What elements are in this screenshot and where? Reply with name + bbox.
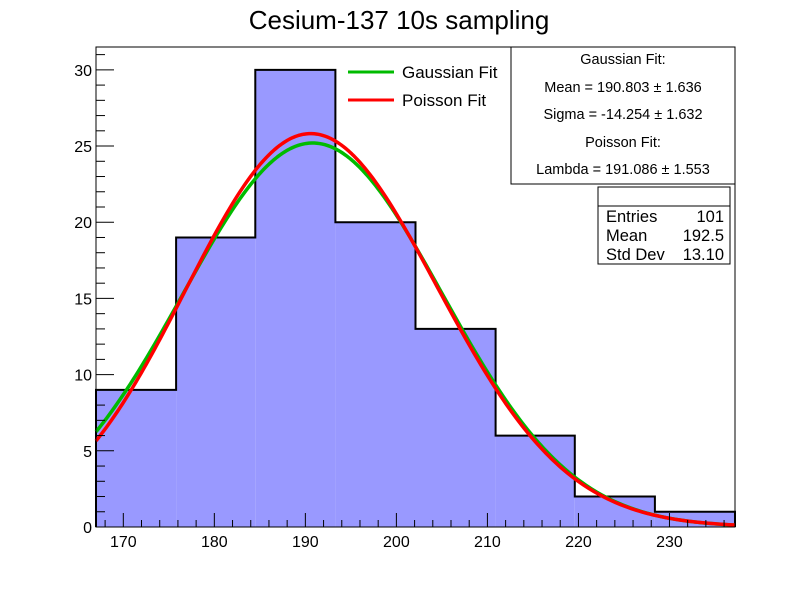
stats-label-mean: Mean xyxy=(606,227,647,245)
y-tick-label: 30 xyxy=(74,63,92,80)
y-tick-label: 10 xyxy=(74,368,92,385)
histogram-bar xyxy=(176,237,256,527)
legend-label-poisson-fit: Poisson Fit xyxy=(402,91,486,110)
chart-title: Cesium-137 10s sampling xyxy=(249,5,550,35)
legend-label-gaussian-fit: Gaussian Fit xyxy=(402,63,498,82)
fit-line-gaussian-mean: Mean = 190.803 ± 1.636 xyxy=(544,80,702,96)
fit-line-poisson-lambda: Lambda = 191.086 ± 1.553 xyxy=(536,162,710,178)
histogram-bar xyxy=(96,389,177,527)
x-tick-label: 190 xyxy=(292,534,319,551)
fit-curves xyxy=(94,131,736,527)
fit-line-gaussian-header: Gaussian Fit: xyxy=(580,52,665,68)
stats-label-entries: Entries xyxy=(606,208,657,226)
fit-results-box: Gaussian Fit: Mean = 190.803 ± 1.636 Sig… xyxy=(510,46,736,185)
statistics-frame xyxy=(597,186,731,265)
histogram-bar xyxy=(335,222,416,527)
legend: Gaussian Fit Poisson Fit xyxy=(348,63,498,110)
x-tick-label: 210 xyxy=(474,534,501,551)
x-tick-label: 170 xyxy=(110,534,137,551)
fit-curve-poisson-fit xyxy=(94,131,736,527)
histogram-bar xyxy=(495,435,575,527)
histogram-bar xyxy=(255,69,336,527)
statistics-box: Entries 101 Mean 192.5 Std Dev 13.10 xyxy=(597,186,731,265)
x-tick-label: 220 xyxy=(565,534,592,551)
axes: 170 180 190 200 210 220 230 0 5 10 15 20 25 30 xyxy=(74,46,736,551)
histogram-bars xyxy=(95,68,736,527)
stats-value-std-dev: 13.10 xyxy=(683,246,724,264)
histogram-outline xyxy=(95,68,736,527)
stats-value-mean: 192.5 xyxy=(683,227,724,245)
plot-frame xyxy=(95,46,736,528)
fit-results-frame xyxy=(510,46,736,185)
x-tick-label: 180 xyxy=(201,534,228,551)
y-tick-label: 15 xyxy=(74,291,92,308)
y-tick-label: 20 xyxy=(74,215,92,232)
fit-line-gaussian-sigma: Sigma = -14.254 ± 1.632 xyxy=(543,107,702,123)
x-tick-label: 200 xyxy=(383,534,410,551)
stats-label-std-dev: Std Dev xyxy=(606,246,665,264)
stats-value-entries: 101 xyxy=(696,208,724,226)
x-tick-label: 230 xyxy=(656,534,683,551)
histogram-bar xyxy=(415,328,496,527)
y-tick-label: 5 xyxy=(83,444,92,461)
y-tick-label: 25 xyxy=(74,139,92,156)
y-tick-label: 0 xyxy=(83,520,92,537)
fit-line-poisson-header: Poisson Fit: xyxy=(585,135,661,151)
